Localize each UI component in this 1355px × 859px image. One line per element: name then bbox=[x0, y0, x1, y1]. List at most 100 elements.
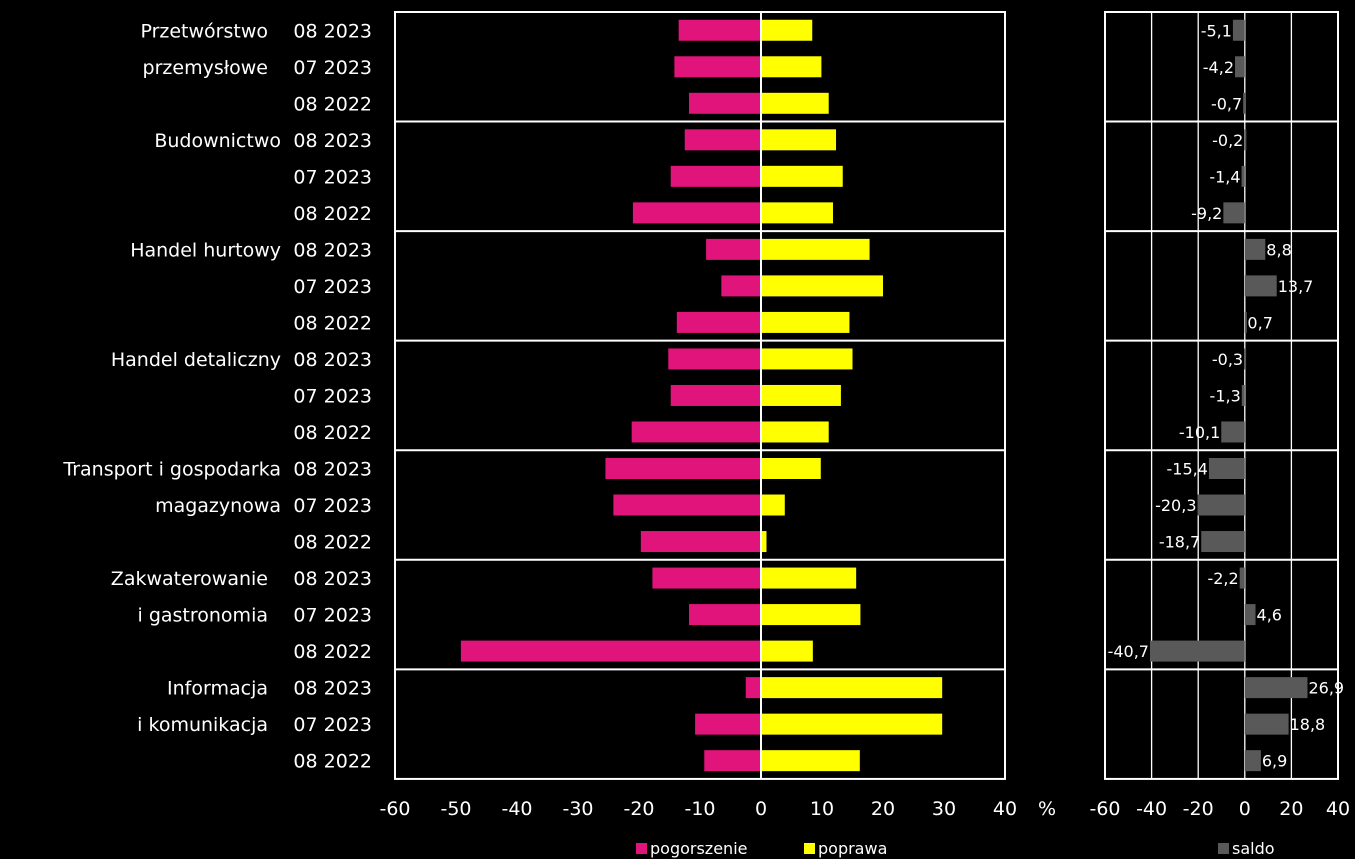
bar-pogorszenie bbox=[652, 567, 761, 589]
x-tick-label: 30 bbox=[932, 798, 956, 820]
data-label: -18,7 bbox=[1159, 533, 1200, 552]
data-label: 18,8 bbox=[1290, 715, 1326, 734]
data-label: -40,7 bbox=[1108, 642, 1149, 661]
bar-pogorszenie bbox=[460, 640, 761, 662]
group-label: Transport i gospodarka bbox=[62, 459, 281, 481]
bar-poprawa bbox=[761, 713, 943, 735]
x-tick-label: -20 bbox=[623, 798, 654, 820]
x-tick-label: -10 bbox=[684, 798, 715, 820]
period-label: 08 2023 bbox=[293, 239, 372, 261]
data-label: 26,9 bbox=[1308, 679, 1344, 698]
data-label: -0,7 bbox=[1211, 94, 1242, 113]
main-plot: -60 -50 -40 -30 -20 -10 0 10 20 30 40% bbox=[379, 11, 1056, 820]
x-tick-label: 10 bbox=[810, 798, 834, 820]
x-tick-label: 20 bbox=[871, 798, 895, 820]
bar-saldo bbox=[1244, 238, 1266, 260]
bar-saldo bbox=[1244, 275, 1277, 297]
bar-poprawa bbox=[761, 238, 870, 260]
period-label: 08 2023 bbox=[293, 20, 372, 42]
group-label: Informacja bbox=[167, 678, 268, 700]
bar-saldo bbox=[1244, 750, 1261, 772]
period-label: 07 2023 bbox=[293, 276, 372, 298]
data-label: -0,2 bbox=[1212, 131, 1243, 150]
bar-poprawa bbox=[761, 384, 841, 406]
data-label: -9,2 bbox=[1191, 204, 1222, 223]
legend-label: poprawa bbox=[818, 839, 887, 858]
group-label: Handel hurtowy bbox=[130, 239, 281, 261]
bar-pogorszenie bbox=[640, 531, 761, 553]
bar-saldo bbox=[1244, 713, 1289, 735]
bar-saldo bbox=[1243, 92, 1246, 114]
bar-poprawa bbox=[761, 275, 883, 297]
bar-pogorszenie bbox=[721, 275, 761, 297]
bar-pogorszenie bbox=[674, 56, 761, 78]
period-label: 07 2023 bbox=[293, 57, 372, 79]
bar-pogorszenie bbox=[670, 384, 761, 406]
bar-saldo bbox=[1244, 311, 1247, 333]
bar-poprawa bbox=[761, 531, 767, 553]
period-label: 08 2023 bbox=[293, 678, 372, 700]
period-label: 08 2023 bbox=[293, 568, 372, 590]
group-label: i komunikacja bbox=[137, 714, 268, 736]
x-tick-label: -40 bbox=[501, 798, 532, 820]
period-label: 08 2022 bbox=[293, 422, 372, 444]
bar-poprawa bbox=[761, 421, 829, 443]
plot-frame bbox=[394, 11, 1006, 780]
period-label: 07 2023 bbox=[293, 385, 372, 407]
data-label: -0,3 bbox=[1212, 350, 1243, 369]
bar-poprawa bbox=[761, 348, 853, 370]
x-tick-label: -50 bbox=[440, 798, 471, 820]
bar-pogorszenie bbox=[676, 311, 761, 333]
period-label: 08 2022 bbox=[293, 751, 372, 773]
bar-poprawa bbox=[761, 202, 833, 224]
group-label: Zakwaterowanie bbox=[111, 568, 268, 590]
group-label: przemysłowe bbox=[143, 57, 268, 79]
data-label: 8,8 bbox=[1266, 240, 1291, 259]
bar-pogorszenie bbox=[678, 19, 761, 41]
data-label: 6,9 bbox=[1262, 752, 1287, 771]
bar-poprawa bbox=[761, 567, 857, 589]
group-label: i gastronomia bbox=[138, 605, 269, 627]
bar-saldo bbox=[1197, 494, 1245, 516]
group-label: magazynowa bbox=[155, 495, 281, 517]
data-label: -20,3 bbox=[1155, 496, 1196, 515]
bar-pogorszenie bbox=[695, 713, 761, 735]
period-label: 07 2023 bbox=[293, 605, 372, 627]
legend-swatch bbox=[804, 843, 815, 854]
bar-poprawa bbox=[761, 56, 822, 78]
bar-poprawa bbox=[761, 311, 850, 333]
bar-pogorszenie bbox=[631, 421, 761, 443]
period-label: 07 2023 bbox=[293, 495, 372, 517]
data-label: -1,4 bbox=[1209, 167, 1240, 186]
period-label: 07 2023 bbox=[293, 166, 372, 188]
period-label: 08 2022 bbox=[293, 641, 372, 663]
bar-poprawa bbox=[761, 19, 813, 41]
bar-saldo bbox=[1149, 640, 1245, 662]
saldo-plot: -5,1 -4,2 -0,7 -0,2 -1,4 -9,2 8,8 13,7 0,7-0,3 -1… bbox=[1089, 11, 1350, 820]
x-tick-label: 0 bbox=[755, 798, 767, 820]
bar-saldo bbox=[1244, 129, 1247, 151]
data-label: -10,1 bbox=[1179, 423, 1220, 442]
bar-pogorszenie bbox=[689, 92, 761, 114]
bar-pogorszenie bbox=[706, 238, 761, 260]
bar-pogorszenie bbox=[670, 165, 761, 187]
x-unit-label: % bbox=[1038, 798, 1056, 820]
bar-poprawa bbox=[761, 92, 829, 114]
legend-label: pogorszenie bbox=[650, 839, 747, 858]
data-label: -2,2 bbox=[1207, 569, 1238, 588]
data-label: 13,7 bbox=[1278, 277, 1314, 296]
period-label: 08 2022 bbox=[293, 532, 372, 554]
period-label: 07 2023 bbox=[293, 714, 372, 736]
bar-saldo bbox=[1235, 56, 1245, 78]
legend-swatch bbox=[636, 843, 647, 854]
x-tick-label: -40 bbox=[1136, 798, 1167, 820]
category-labels: 08 2023 07 2023 08 2022 Przetwórstwo przemys… bbox=[62, 20, 372, 772]
group-label: Przetwórstwo bbox=[140, 20, 268, 42]
legend-label: saldo bbox=[1232, 839, 1275, 858]
x-tick-label: -60 bbox=[379, 798, 410, 820]
period-label: 08 2022 bbox=[293, 312, 372, 334]
bar-poprawa bbox=[761, 677, 943, 699]
data-label: 0,7 bbox=[1247, 313, 1272, 332]
bar-saldo bbox=[1244, 677, 1308, 699]
bar-pogorszenie bbox=[668, 348, 761, 370]
